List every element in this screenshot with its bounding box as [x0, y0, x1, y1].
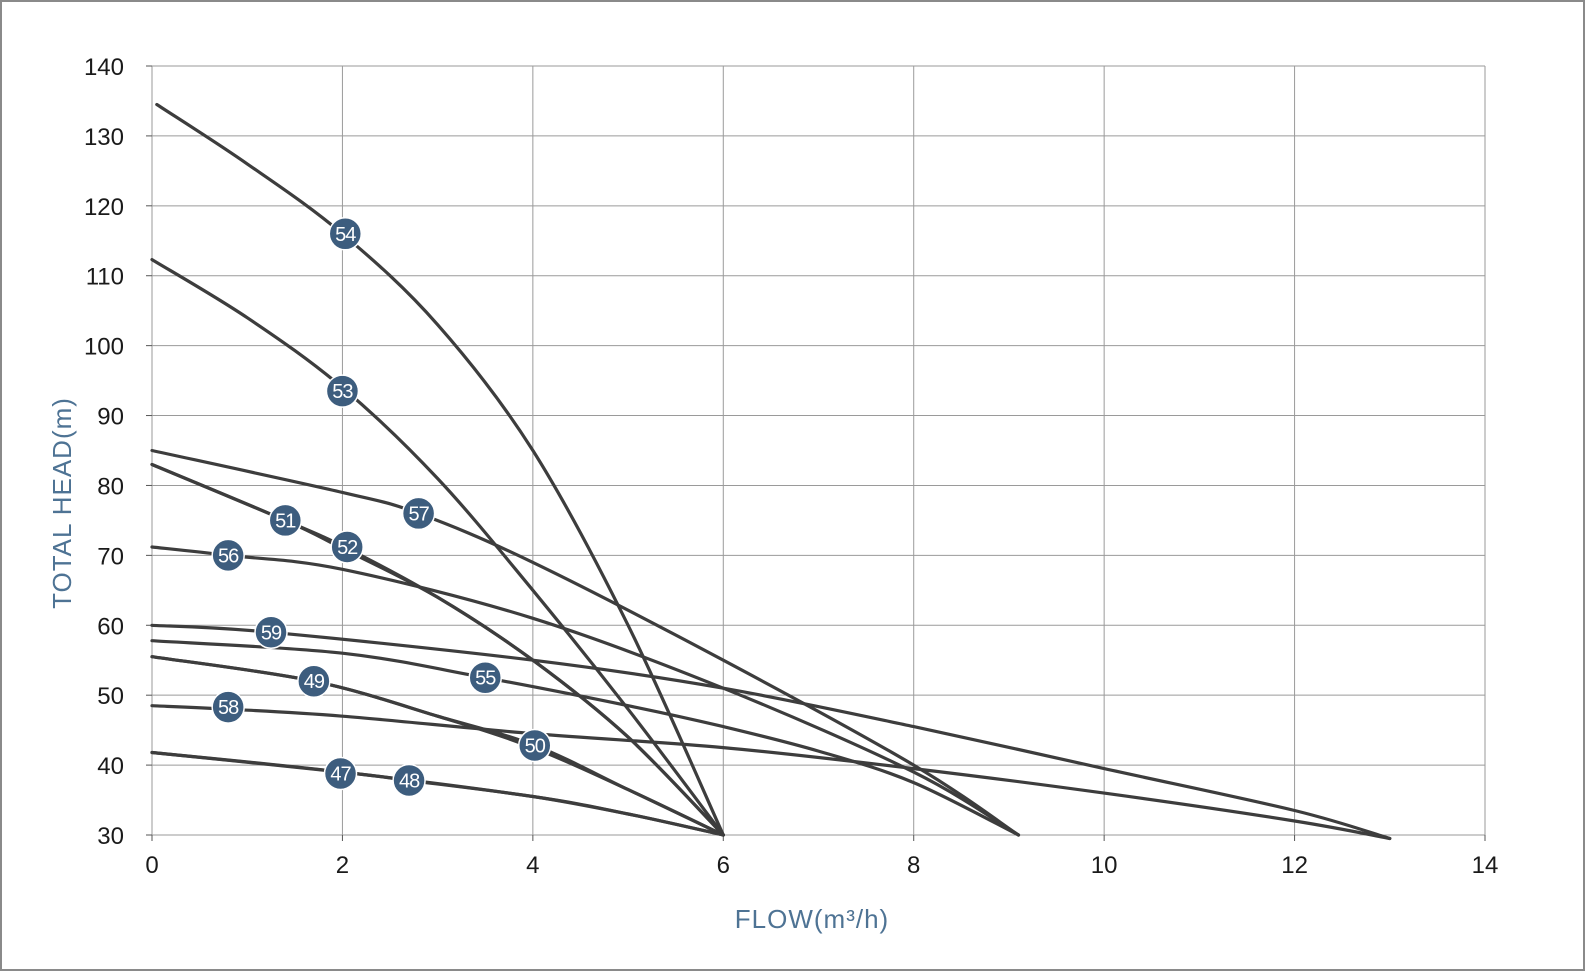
badge-53: 53	[325, 374, 360, 408]
badge-56: 56	[211, 538, 245, 573]
x-tick-label-12: 12	[1281, 852, 1308, 879]
series-badges: 54 53 57 51 52 56 59 55 49 58 50 47 48	[211, 217, 552, 798]
badge-circle-48	[392, 763, 426, 798]
badge-label-59: 59	[261, 622, 282, 644]
y-tick-label-50: 50	[97, 683, 124, 710]
badge-circle-53	[325, 374, 360, 408]
x-tick-label-4: 4	[526, 852, 539, 879]
badge-label-49: 49	[304, 671, 325, 693]
badge-label-51: 51	[275, 510, 296, 532]
y-axis-title: TOTAL HEAD(m)	[47, 397, 77, 609]
badge-label-52: 52	[337, 537, 358, 559]
badge-47: 47	[323, 756, 358, 791]
y-tick-labels: 30 40 50 60 70 80 90 100 110 120 130 140	[84, 54, 124, 850]
curve-56	[150, 545, 1021, 837]
x-tick-label-14: 14	[1472, 852, 1499, 879]
badge-51: 51	[268, 503, 303, 538]
curve-55	[150, 639, 1021, 837]
badge-circle-49	[297, 664, 331, 698]
badge-label-47: 47	[330, 763, 351, 785]
badge-54: 54	[328, 217, 363, 251]
curve-48	[150, 750, 725, 837]
badge-58: 58	[211, 690, 245, 724]
y-tick-label-100: 100	[84, 334, 124, 361]
curves	[150, 102, 1392, 841]
curve-53	[150, 258, 725, 837]
y-tick-label-140: 140	[84, 54, 124, 81]
badge-label-58: 58	[218, 697, 239, 719]
y-tick-label-130: 130	[84, 124, 124, 151]
badge-circle-59	[254, 615, 288, 650]
x-tick-label-8: 8	[907, 852, 920, 879]
badge-49: 49	[297, 664, 331, 698]
x-axis-title: FLOW(m³/h)	[735, 904, 889, 934]
x-tick-label-0: 0	[145, 852, 158, 879]
badge-55: 55	[468, 660, 502, 695]
badge-circle-56	[211, 538, 245, 573]
badge-57: 57	[401, 496, 436, 531]
badge-48: 48	[392, 763, 426, 798]
badge-label-54: 54	[335, 224, 356, 246]
y-tick-label-110: 110	[86, 264, 124, 291]
badge-50: 50	[518, 728, 552, 763]
y-tick-label-80: 80	[97, 473, 124, 500]
badge-circle-55	[468, 660, 502, 695]
y-tick-label-60: 60	[97, 613, 124, 640]
badge-label-50: 50	[525, 736, 546, 758]
badge-circle-58	[211, 690, 245, 724]
badge-label-48: 48	[399, 770, 420, 792]
x-tick-label-2: 2	[336, 852, 349, 879]
badge-label-57: 57	[408, 503, 429, 525]
badge-label-56: 56	[218, 545, 239, 567]
badge-circle-51	[268, 503, 303, 538]
y-tick-label-70: 70	[97, 543, 124, 570]
y-tick-label-40: 40	[97, 753, 124, 780]
y-tick-label-120: 120	[84, 194, 124, 221]
curve-54	[155, 102, 725, 837]
curve-58	[150, 704, 1392, 841]
x-tick-labels: 0 2 4 6 8 10 12 14	[145, 852, 1498, 879]
badge-circle-57	[401, 496, 436, 531]
badge-circle-52	[330, 530, 364, 564]
badge-label-55: 55	[475, 668, 496, 690]
badge-circle-50	[518, 728, 552, 763]
x-tick-label-10: 10	[1091, 852, 1118, 879]
x-tick-label-6: 6	[717, 852, 730, 879]
badge-59: 59	[254, 615, 288, 650]
curve-57	[150, 448, 1021, 837]
curve-59	[150, 623, 1392, 841]
badge-52: 52	[330, 530, 364, 564]
badge-circle-54	[328, 217, 363, 251]
badge-circle-47	[323, 756, 358, 791]
badge-label-53: 53	[332, 381, 353, 403]
y-tick-label-90: 90	[97, 404, 124, 431]
y-tick-label-30: 30	[97, 823, 124, 850]
curve-50	[150, 655, 725, 837]
grid	[146, 65, 1486, 841]
